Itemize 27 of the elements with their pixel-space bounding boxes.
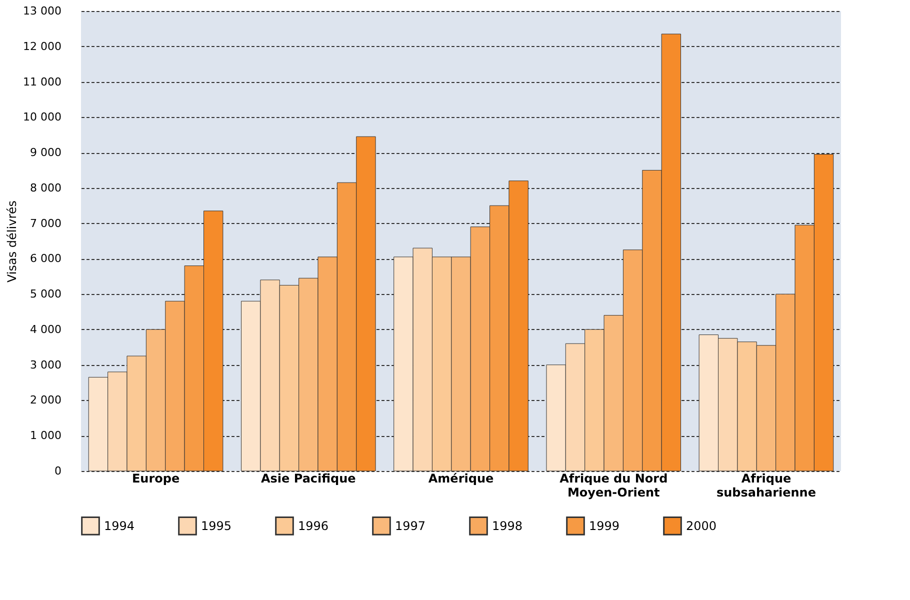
y-tick-label: 6 000 bbox=[30, 252, 62, 266]
legend-label: 2000 bbox=[686, 518, 717, 533]
legend-label: 1997 bbox=[395, 518, 426, 533]
y-tick-label: 12 000 bbox=[23, 40, 62, 53]
y-axis-title: Visas délivrés bbox=[5, 200, 20, 283]
x-tick-label: Asie Pacifique bbox=[260, 472, 356, 486]
y-tick-label: 11 000 bbox=[23, 75, 62, 88]
y-tick-label: 3 000 bbox=[30, 358, 62, 372]
y-tick-label: 8 000 bbox=[30, 181, 62, 194]
y-tick-label: 13 000 bbox=[23, 4, 62, 18]
y-tick-label: 1 000 bbox=[30, 429, 62, 442]
y-tick-label: 2 000 bbox=[30, 394, 62, 407]
y-tick-label: 4 000 bbox=[30, 322, 62, 336]
x-tick-label: Amérique bbox=[428, 472, 494, 486]
y-tick-label: 9 000 bbox=[30, 146, 62, 160]
x-tick-label: Afrique subsaharienne bbox=[716, 472, 816, 500]
y-tick-label: 10 000 bbox=[23, 110, 62, 124]
y-tick-label: 0 bbox=[54, 464, 62, 478]
legend-label: 1995 bbox=[201, 518, 232, 533]
y-tick-label: 7 000 bbox=[30, 216, 62, 230]
legend-label: 1994 bbox=[104, 518, 135, 533]
x-tick-label: Afrique du Nord Moyen-Orient bbox=[560, 472, 668, 500]
x-tick-label: Europe bbox=[132, 472, 180, 486]
legend-label: 1996 bbox=[298, 518, 329, 533]
legend-label: 1998 bbox=[492, 518, 523, 533]
y-tick-label: 5 000 bbox=[30, 288, 62, 301]
legend-label: 1999 bbox=[589, 518, 620, 533]
